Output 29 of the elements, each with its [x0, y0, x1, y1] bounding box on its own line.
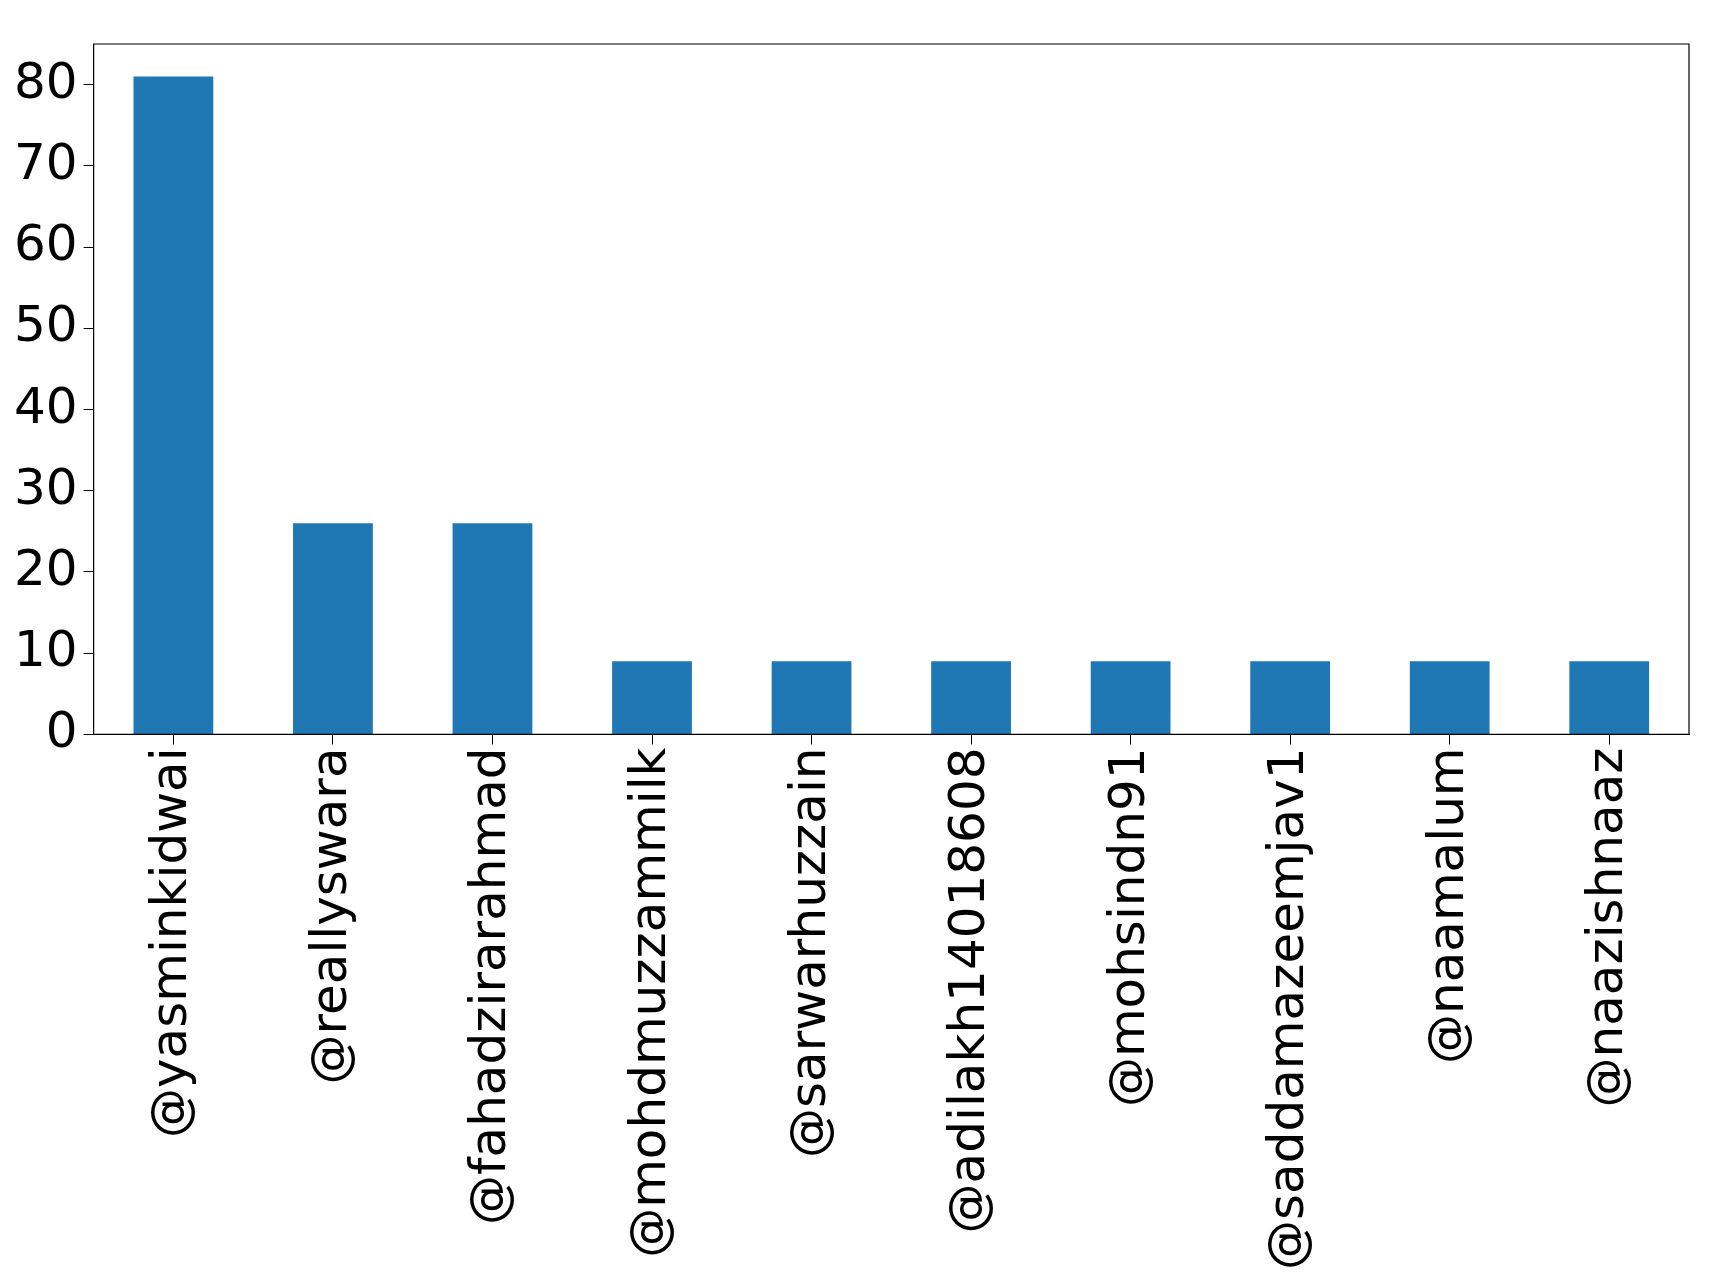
y-tick-label: 80 [14, 51, 78, 110]
y-tick-label: 10 [14, 620, 78, 679]
y-tick-label: 70 [14, 132, 78, 191]
x-tick-label: @naazishnaaz [1576, 747, 1635, 1108]
x-tick-label: @mohdmuzzammilk [618, 747, 677, 1258]
y-tick-label: 40 [14, 376, 78, 435]
bar [1250, 661, 1331, 734]
y-tick-label: 60 [14, 214, 78, 273]
bar [133, 76, 214, 734]
y-tick-label: 50 [14, 295, 78, 354]
bar [771, 661, 852, 734]
x-tick-label: @yasminkidwai [140, 747, 199, 1139]
x-tick-label: @reallyswara [299, 747, 358, 1085]
y-tick-label: 20 [14, 538, 78, 597]
bar [612, 661, 692, 734]
bar [1090, 661, 1171, 734]
bar [1569, 661, 1650, 734]
x-tick-label: @saddamazeemjav1 [1257, 747, 1316, 1270]
x-tick-label: @naamalum [1416, 747, 1475, 1065]
x-tick-label: @sarwarhuzzain [778, 747, 837, 1158]
bar [293, 523, 373, 734]
x-tick-label: @fahadzirarahmad [459, 747, 518, 1226]
bar [931, 661, 1011, 734]
x-tick-label: @adilakh14018608 [938, 747, 997, 1234]
y-tick-label: 0 [45, 701, 78, 760]
y-tick-label: 30 [14, 457, 78, 516]
x-tick-label: @mohsindn91 [1097, 747, 1156, 1108]
bar [452, 523, 533, 734]
bar [1409, 661, 1490, 734]
